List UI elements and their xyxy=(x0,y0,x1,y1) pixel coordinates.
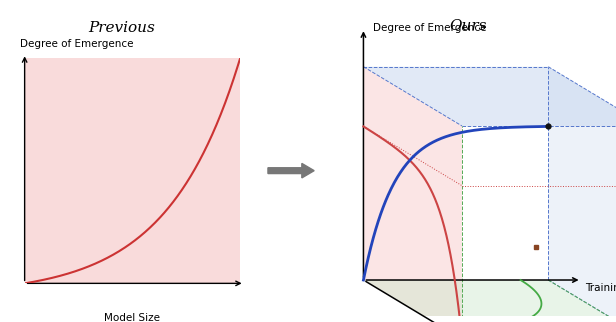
Text: Degree of Emergence: Degree of Emergence xyxy=(20,39,134,49)
Text: Degree of Emergence: Degree of Emergence xyxy=(373,23,486,33)
Text: Ours: Ours xyxy=(450,19,487,33)
Polygon shape xyxy=(25,58,240,283)
Polygon shape xyxy=(548,67,616,322)
Text: Training Step: Training Step xyxy=(585,283,616,293)
Text: Previous: Previous xyxy=(88,22,155,35)
Polygon shape xyxy=(363,280,616,322)
Polygon shape xyxy=(363,67,462,322)
Polygon shape xyxy=(363,67,616,126)
Text: Model Size: Model Size xyxy=(105,313,160,322)
